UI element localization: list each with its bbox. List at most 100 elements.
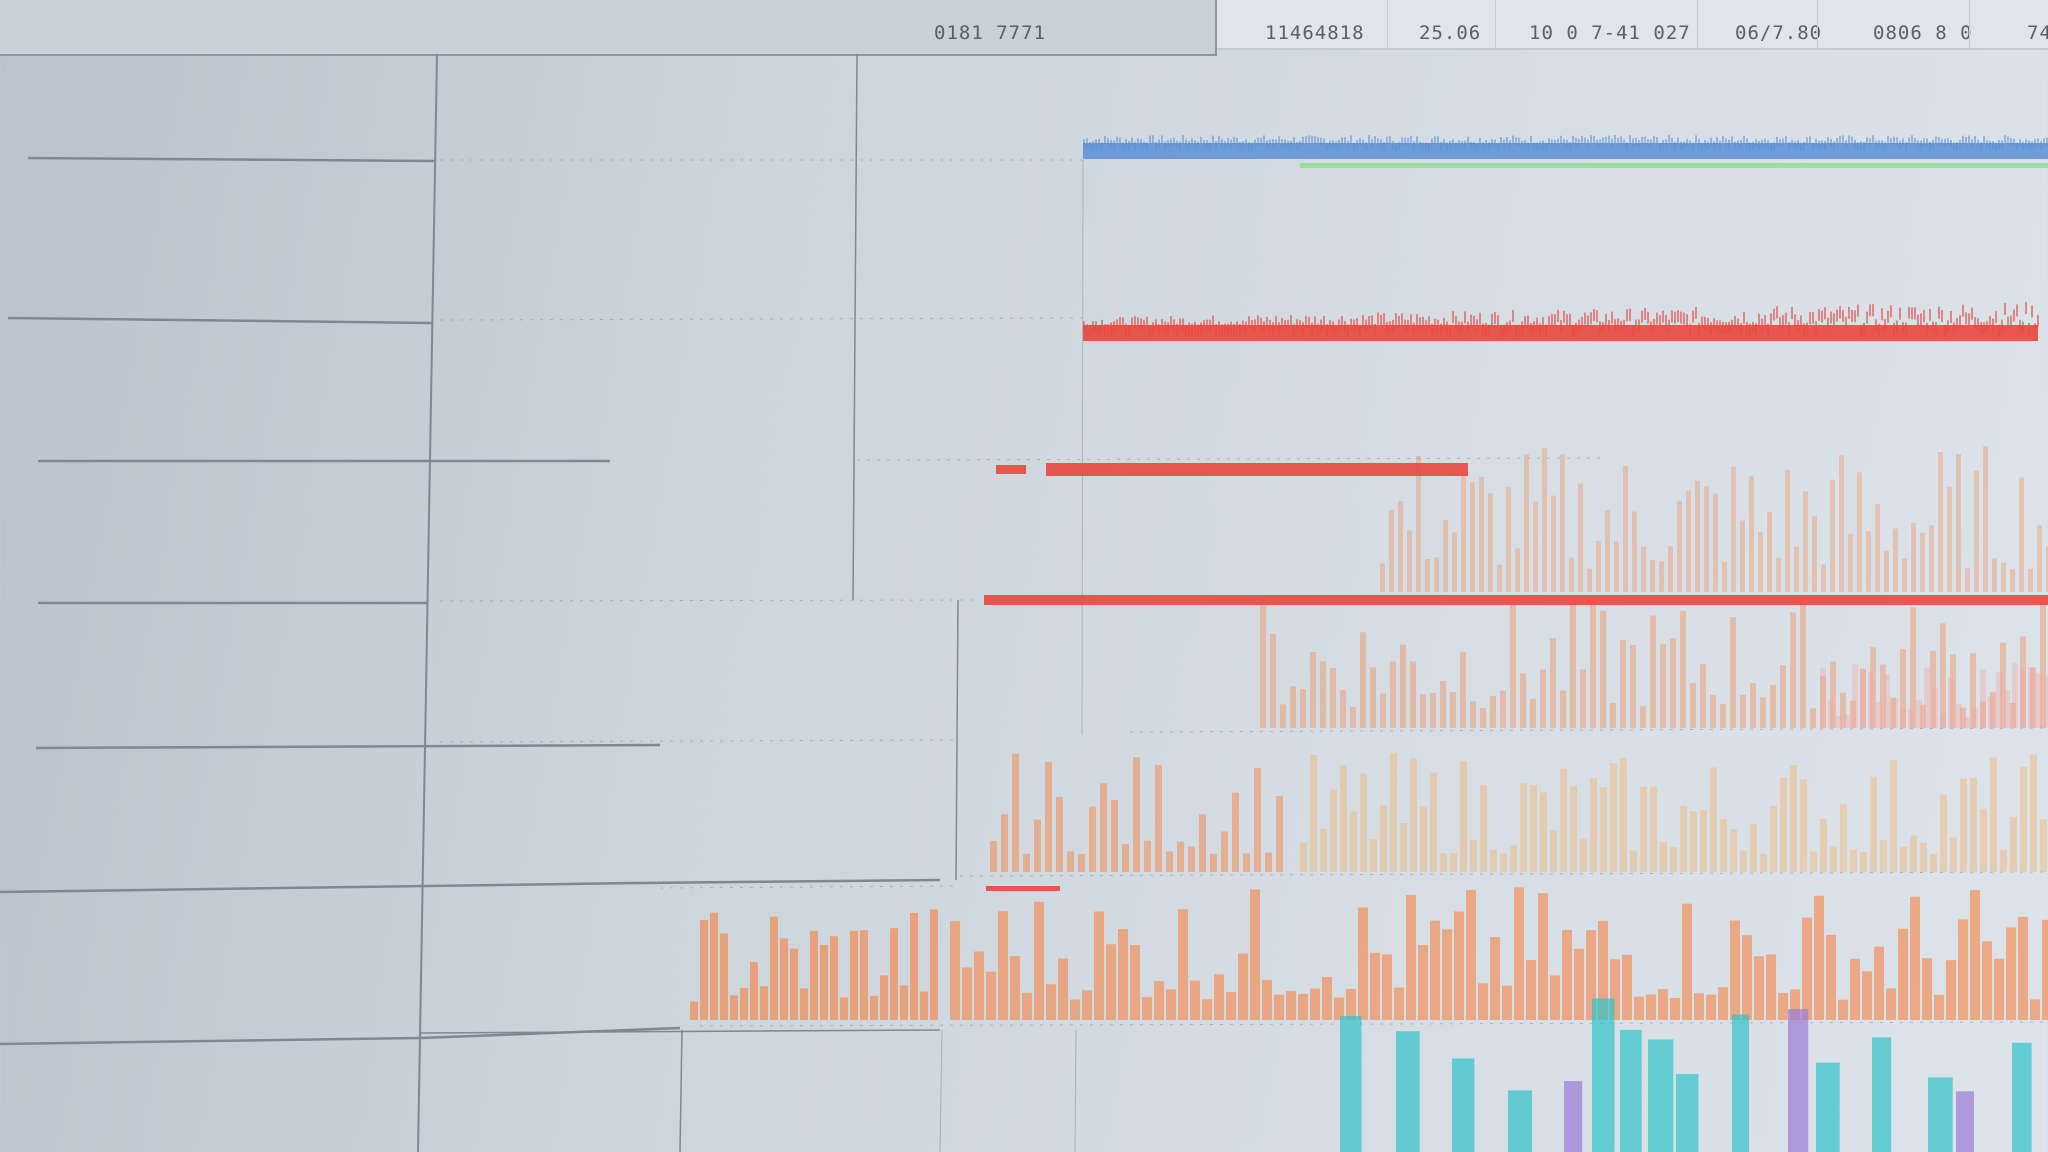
spike-row-4b — [1718, 987, 1728, 1020]
blue-band-spike — [1482, 142, 1484, 151]
spike-row-3b — [1560, 768, 1567, 872]
spike-row-2 — [1290, 686, 1296, 728]
spike-row-2 — [1990, 691, 1996, 728]
blue-band-spike — [1419, 141, 1421, 150]
blue-band-spike — [1623, 139, 1625, 148]
spike-row-4b — [1550, 975, 1560, 1020]
red-band-1-spike — [1329, 320, 1331, 333]
spike-row-2 — [1700, 664, 1706, 728]
blue-band-spike — [1953, 142, 1955, 151]
blue-band-spike — [1380, 139, 1382, 148]
spike-row-3b — [1340, 764, 1347, 872]
blue-band-spike — [1650, 139, 1652, 148]
red-band-1-spike — [1257, 315, 1259, 328]
red-band-1-spike — [1977, 318, 1979, 331]
blue-band-spike — [1293, 137, 1295, 146]
blue-band-spike — [1911, 135, 1913, 144]
spike-row-1 — [1830, 479, 1835, 592]
spike-row-2 — [1650, 615, 1656, 728]
spike-row-4b — [1502, 985, 1512, 1020]
spike-row-4b — [1862, 971, 1872, 1020]
spike-row-3b — [1420, 806, 1427, 872]
red-band-1-spike — [1569, 313, 1571, 326]
blue-band-spike — [1140, 139, 1142, 148]
spike-row-3a — [1111, 799, 1118, 872]
blue-band-spike — [1566, 139, 1568, 148]
spike-row-4b — [2018, 916, 2028, 1020]
blue-band-spike — [1497, 142, 1499, 151]
blue-band-spike — [1260, 137, 1262, 146]
blue-band-spike — [1083, 139, 1085, 148]
spike-row-2 — [1350, 706, 1356, 728]
spike-row-3a — [1188, 846, 1195, 872]
blue-band-spike — [1101, 142, 1103, 151]
red-band-1-spike — [2031, 305, 2033, 318]
spike-row-1 — [1965, 568, 1970, 592]
red-band-1-spike — [1386, 322, 1388, 335]
red-band-1-spike — [1464, 311, 1466, 324]
blue-band-spike — [1689, 140, 1691, 149]
spike-row-4b — [1310, 988, 1320, 1020]
spike-row-4b — [1322, 977, 1332, 1020]
spike-row-3b — [1700, 810, 1707, 872]
spike-row-4b — [1034, 901, 1044, 1020]
spike-row-3b — [1360, 773, 1367, 872]
spike-row-1 — [1857, 472, 1862, 592]
spike-row-3b — [1850, 849, 1857, 872]
red-band-1-spike — [1740, 323, 1742, 336]
red-band-1-spike — [1131, 317, 1133, 330]
red-band-1-spike — [1674, 311, 1676, 324]
readout-1: 11464818 — [1265, 22, 1365, 44]
red-band-1-spike — [1644, 307, 1646, 320]
blue-band-spike — [2019, 139, 2021, 148]
red-band-2 — [1046, 463, 1468, 476]
spike-row-4b — [1478, 983, 1488, 1020]
blue-band-spike — [1908, 137, 1910, 146]
red-band-1-spike — [1236, 321, 1238, 334]
spike-row-3b — [1970, 778, 1977, 872]
spike-row-2 — [1720, 704, 1726, 728]
spike-row-2 — [1660, 644, 1666, 728]
readout-4: 06/7.80 — [1735, 22, 1823, 44]
blue-band-spike — [1686, 138, 1688, 147]
red-band-1-spike — [1260, 317, 1262, 330]
spike-row-2 — [1900, 648, 1906, 728]
red-band-1-spike — [1689, 324, 1691, 337]
red-band-1-spike — [1275, 316, 1277, 329]
red-band-1-spike — [1641, 310, 1643, 323]
blue-band-spike — [1779, 139, 1781, 148]
red-band-1-spike — [1701, 316, 1703, 329]
spike-row-2 — [1970, 653, 1976, 728]
spike-row-2-pink — [2028, 667, 2034, 728]
blue-band-spike — [1569, 142, 1571, 151]
blue-band-spike — [1668, 135, 1670, 144]
red-band-1-spike — [1281, 318, 1283, 331]
spike-row-3b — [1320, 828, 1327, 872]
spike-row-4b — [1394, 987, 1404, 1020]
red-band-1-spike — [1608, 320, 1610, 333]
spike-row-3b — [1500, 853, 1507, 872]
blue-band-spike — [1983, 135, 1985, 144]
red-band-1-spike — [1266, 316, 1268, 329]
red-band-1-spike — [1617, 318, 1619, 331]
blue-band-spike — [1323, 138, 1325, 147]
spike-row-2-pink — [1948, 677, 1954, 728]
blue-band-spike — [1866, 137, 1868, 146]
red-band-1-spike — [1479, 312, 1481, 325]
spike-row-2 — [1850, 700, 1856, 728]
spike-row-2 — [1740, 694, 1746, 728]
blue-band-spike — [1467, 136, 1469, 145]
spike-row-1 — [1668, 546, 1673, 592]
spike-row-3b — [1430, 772, 1437, 872]
red-band-1-spike — [1965, 312, 1967, 325]
red-band-1-spike — [1521, 321, 1523, 334]
blue-band-spike — [1413, 141, 1415, 150]
blue-band-spike — [1818, 140, 1820, 149]
blue-band-spike — [1914, 138, 1916, 147]
red-band-1-spike — [1356, 318, 1358, 331]
red-band-1-spike — [1635, 319, 1637, 332]
blue-band-spike — [1410, 136, 1412, 145]
red-band-1-spike — [1359, 324, 1361, 337]
red-band-1-spike — [1845, 316, 1847, 329]
red-band-1-spike — [1422, 316, 1424, 329]
